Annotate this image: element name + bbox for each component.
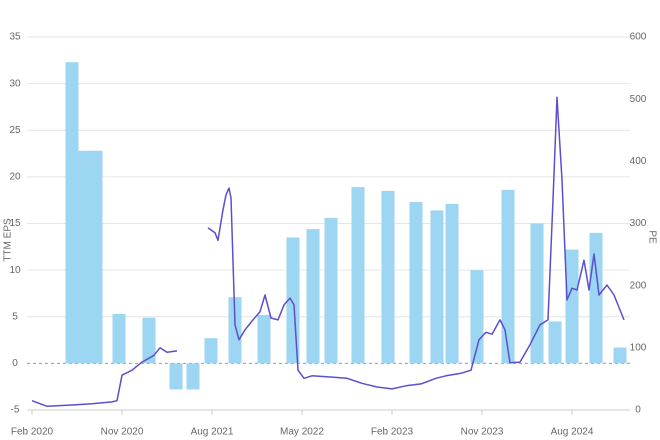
bar [89, 150, 103, 364]
y-tick-label: 25 [9, 125, 21, 136]
bar [228, 297, 242, 364]
bar [548, 321, 562, 364]
bar [169, 363, 183, 390]
x-tick-label: Nov 2020 [101, 427, 144, 438]
y-tick-label: 20 [9, 172, 21, 183]
x-tick-label: Feb 2020 [11, 427, 54, 438]
bar [613, 347, 627, 364]
x-tick-label: Aug 2024 [551, 427, 594, 438]
y-tick-label: 0 [12, 358, 18, 369]
bar [589, 232, 603, 364]
bar [306, 229, 320, 364]
bar [257, 314, 271, 364]
y-tick-label: -5 [11, 405, 20, 416]
y-tick-label: 15 [9, 218, 21, 229]
y-tick-label: 30 [9, 78, 21, 89]
y2-tick-label: 200 [630, 280, 647, 291]
bar [186, 363, 200, 390]
bar [501, 189, 515, 364]
bar [351, 187, 365, 364]
x-tick-label: May 2022 [280, 427, 324, 438]
x-tick-label: Feb 2023 [371, 427, 414, 438]
bar [530, 223, 544, 364]
bar [565, 249, 579, 364]
bar [430, 210, 444, 364]
x-tick-label: Nov 2023 [461, 427, 504, 438]
pe-line [31, 96, 625, 408]
bar [381, 190, 395, 364]
y2-tick-label: 0 [635, 405, 641, 416]
y2-tick-label: 600 [630, 32, 647, 43]
bar [65, 62, 79, 364]
bar [470, 270, 484, 364]
y2-tick-label: 300 [630, 218, 647, 229]
bar [409, 202, 423, 364]
y2-tick-label: 100 [630, 342, 647, 353]
y2-tick-label: 400 [630, 156, 647, 167]
y2-tick-label: 500 [630, 94, 647, 105]
x-tick-label: Aug 2021 [191, 427, 234, 438]
bar [324, 217, 338, 364]
y-tick-label: 5 [12, 311, 18, 322]
y-tick-label: 35 [9, 32, 21, 43]
y2-axis-label: PE [646, 230, 657, 244]
bar [112, 313, 126, 364]
y-tick-label: 10 [9, 265, 21, 276]
bar [204, 338, 218, 364]
bar [445, 203, 459, 364]
y-axis-label: TTM EPS [3, 218, 14, 262]
bar [142, 317, 156, 364]
bar [77, 150, 91, 364]
